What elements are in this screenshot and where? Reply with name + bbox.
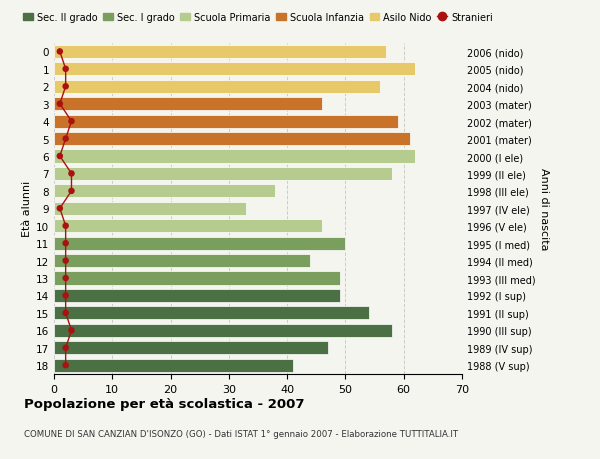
Text: COMUNE DI SAN CANZIAN D'ISONZO (GO) - Dati ISTAT 1° gennaio 2007 - Elaborazione : COMUNE DI SAN CANZIAN D'ISONZO (GO) - Da… bbox=[24, 429, 458, 438]
Bar bbox=[54, 115, 398, 129]
Bar bbox=[54, 307, 369, 320]
Bar bbox=[54, 46, 386, 59]
Point bbox=[61, 135, 70, 143]
Point bbox=[55, 205, 65, 213]
Bar bbox=[54, 254, 310, 268]
Point bbox=[67, 188, 76, 195]
Bar bbox=[54, 359, 293, 372]
Point bbox=[67, 170, 76, 178]
Bar bbox=[54, 324, 392, 337]
Bar bbox=[54, 237, 346, 250]
Bar bbox=[54, 133, 410, 146]
Point bbox=[67, 327, 76, 334]
Y-axis label: Età alunni: Età alunni bbox=[22, 181, 32, 237]
Point bbox=[55, 153, 65, 160]
Point bbox=[61, 240, 70, 247]
Bar bbox=[54, 81, 380, 94]
Point bbox=[61, 84, 70, 91]
Point bbox=[55, 101, 65, 108]
Bar bbox=[54, 202, 247, 215]
Bar bbox=[54, 63, 415, 76]
Y-axis label: Anni di nascita: Anni di nascita bbox=[539, 168, 550, 250]
Point bbox=[61, 257, 70, 265]
Bar bbox=[54, 341, 328, 354]
Point bbox=[61, 362, 70, 369]
Point bbox=[61, 292, 70, 299]
Bar bbox=[54, 289, 340, 302]
Point bbox=[61, 275, 70, 282]
Point bbox=[61, 223, 70, 230]
Point bbox=[61, 344, 70, 352]
Bar bbox=[54, 150, 415, 163]
Bar bbox=[54, 220, 322, 233]
Point bbox=[61, 309, 70, 317]
Bar bbox=[54, 272, 340, 285]
Bar bbox=[54, 98, 322, 111]
Text: Popolazione per età scolastica - 2007: Popolazione per età scolastica - 2007 bbox=[24, 397, 305, 410]
Point bbox=[55, 49, 65, 56]
Bar bbox=[54, 168, 392, 180]
Legend: Sec. II grado, Sec. I grado, Scuola Primaria, Scuola Infanzia, Asilo Nido, Stran: Sec. II grado, Sec. I grado, Scuola Prim… bbox=[19, 9, 497, 27]
Point bbox=[61, 66, 70, 73]
Point bbox=[67, 118, 76, 126]
Bar bbox=[54, 185, 275, 198]
